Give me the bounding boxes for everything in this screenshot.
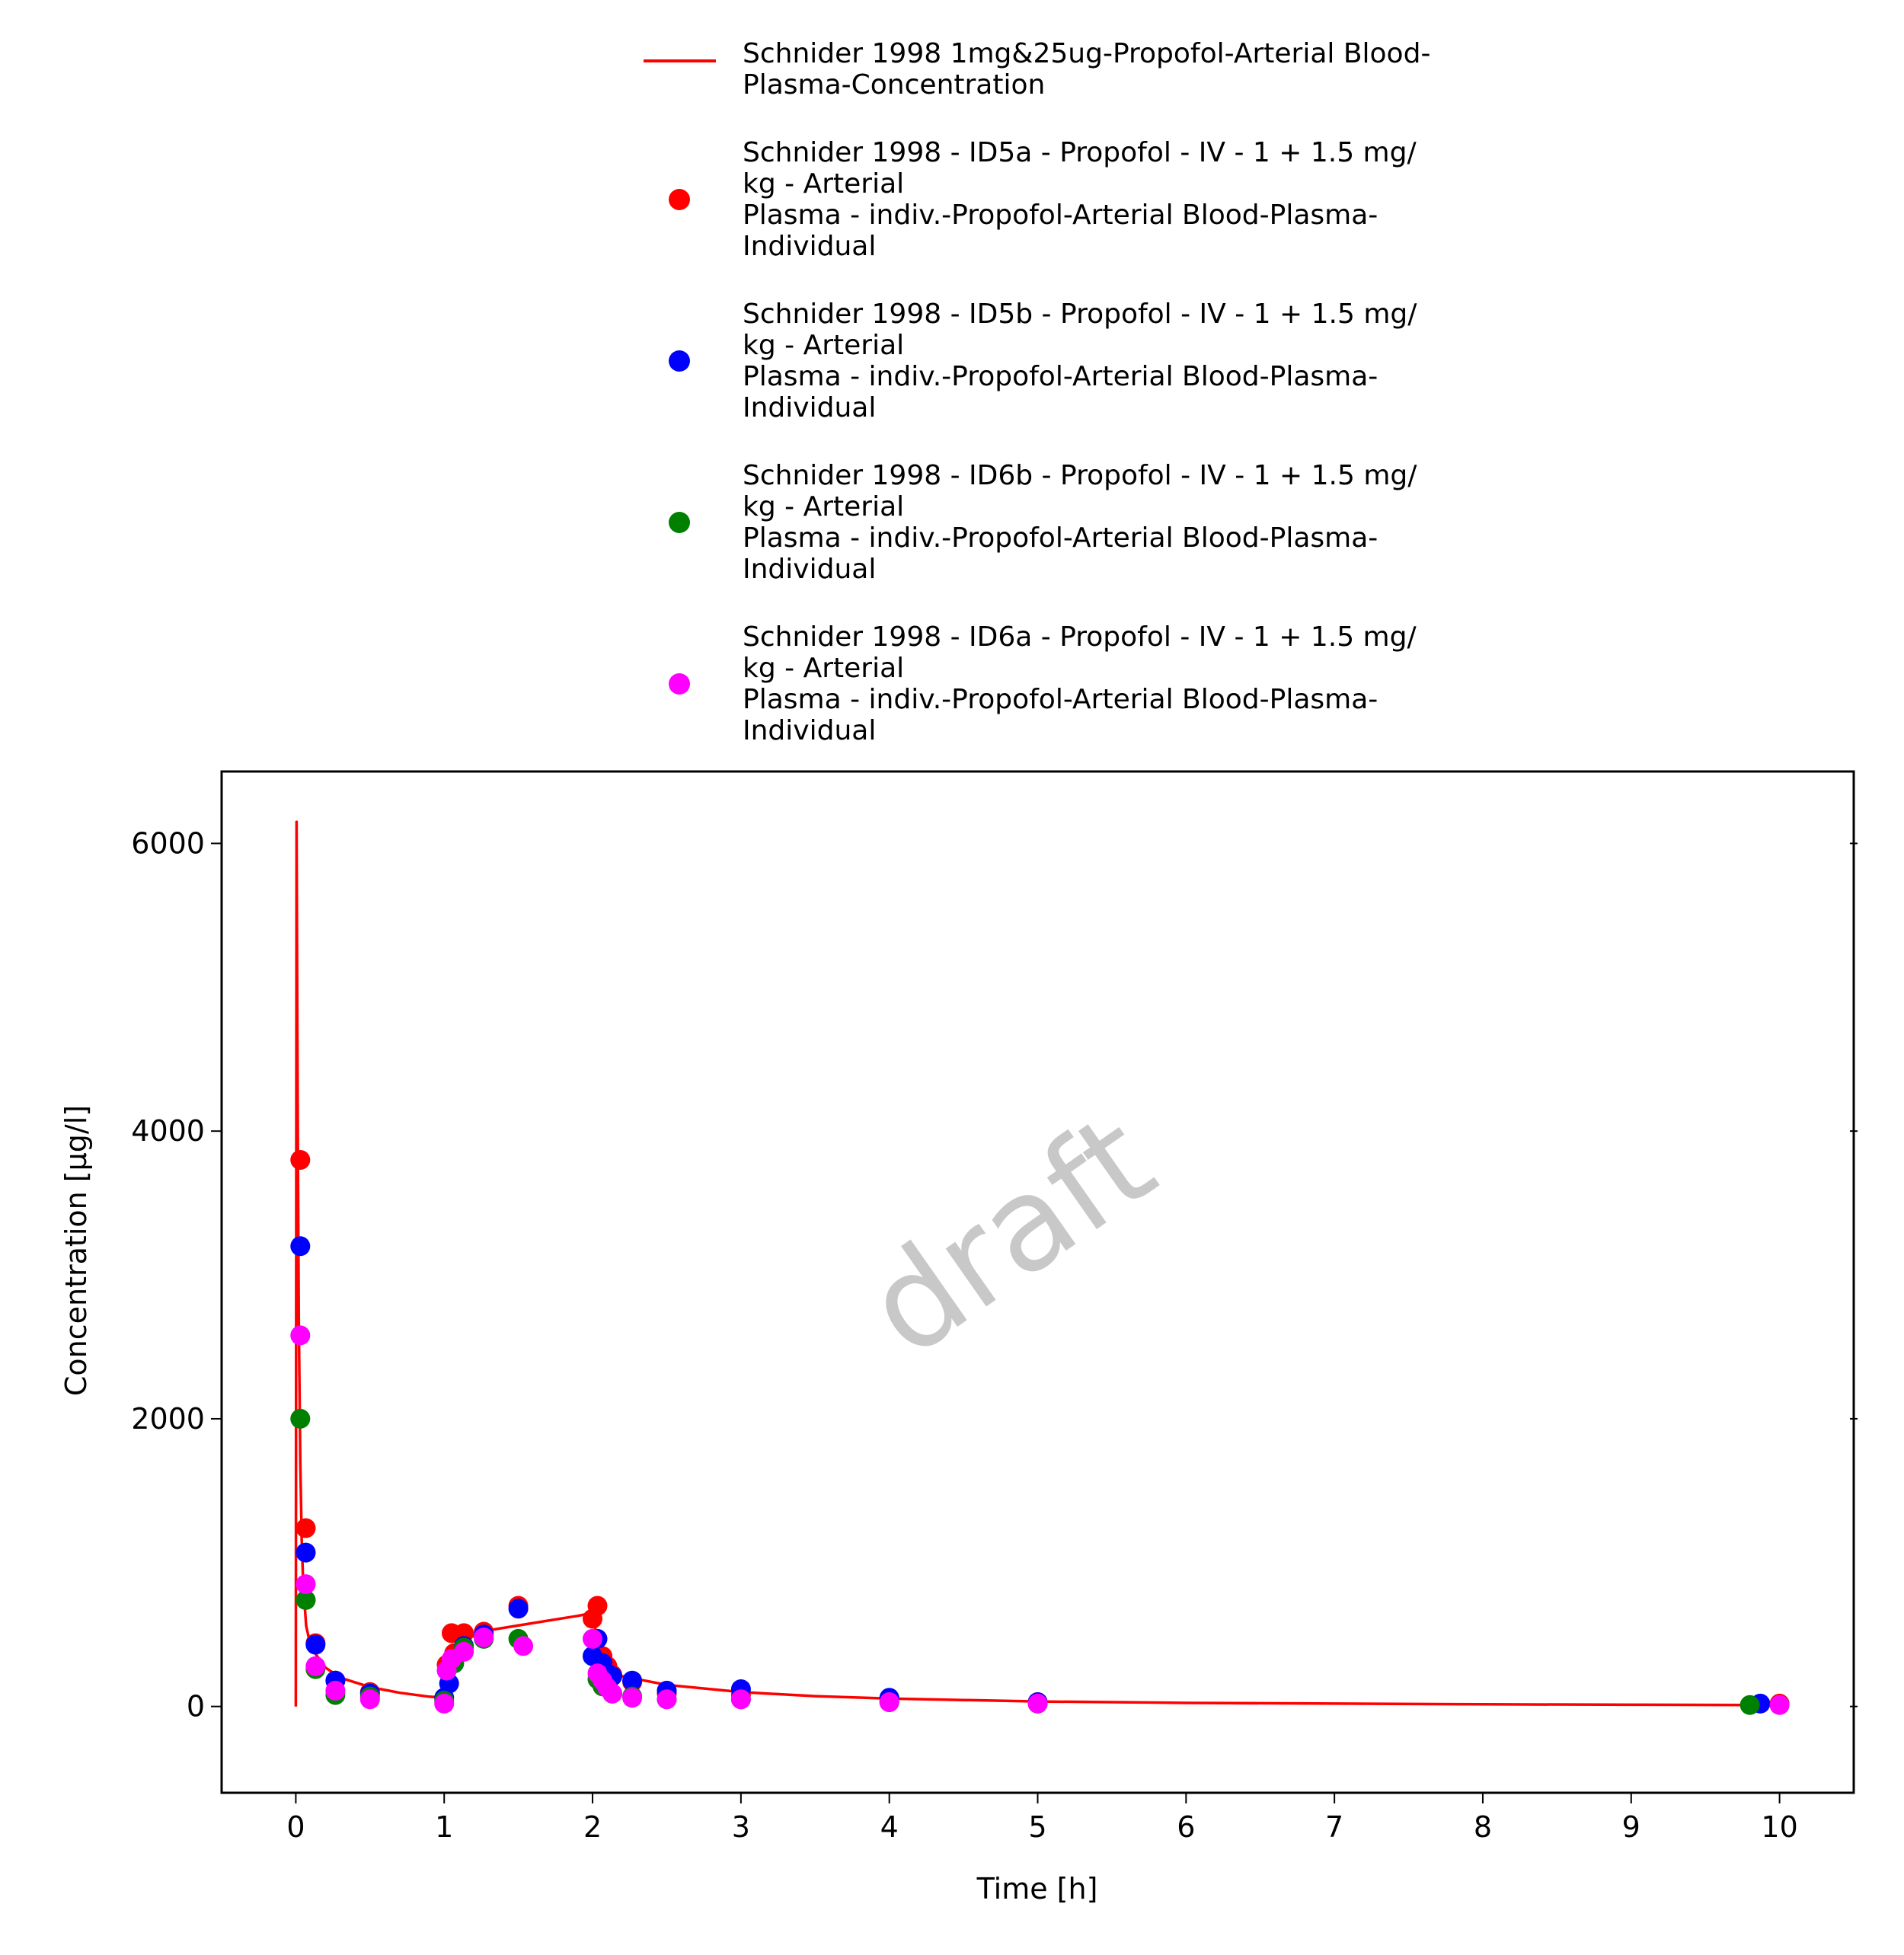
- data-point-series-4: [474, 1628, 494, 1647]
- data-point-series-3: [296, 1589, 316, 1610]
- legend-key: [640, 621, 716, 746]
- plot-frame: [220, 770, 1855, 1794]
- legend-key: [640, 460, 716, 585]
- data-point-series-4: [454, 1641, 474, 1662]
- x-tick-label: 0: [286, 1810, 305, 1844]
- axis-ticks: 0 1 2 3 4 5 6 7 8 9 10 0 2000 4000 6000: [131, 826, 1858, 1844]
- legend-key: [640, 38, 716, 101]
- data-point-series-4: [656, 1689, 677, 1710]
- y-tick-label: 2000: [131, 1402, 205, 1436]
- data-point-series-4: [879, 1692, 899, 1712]
- legend: Schnider 1998 1mg&25ug-Propofol-Arterial…: [640, 38, 1630, 783]
- x-tick-label: 3: [732, 1810, 750, 1844]
- data-point-series-1: [290, 1150, 311, 1170]
- data-point-series-4: [1769, 1695, 1790, 1715]
- data-point-series-1: [587, 1596, 608, 1616]
- watermark-text: draft: [841, 1085, 1180, 1386]
- x-tick-label: 4: [880, 1810, 899, 1844]
- x-tick-label: 8: [1474, 1810, 1492, 1844]
- legend-label: Schnider 1998 - ID6b - Propofol - IV - 1…: [743, 460, 1417, 585]
- legend-label: Schnider 1998 - ID5a - Propofol - IV - 1…: [743, 137, 1417, 262]
- legend-entry-3: Schnider 1998 - ID6b - Propofol - IV - 1…: [640, 460, 1630, 585]
- data-point-series-2: [508, 1599, 529, 1619]
- data-point-series-2: [290, 1236, 311, 1257]
- data-point-series-4: [513, 1636, 534, 1656]
- data-point-series-4: [359, 1689, 380, 1710]
- x-tick-label: 6: [1177, 1810, 1195, 1844]
- legend-dot-swatch: [669, 673, 690, 695]
- y-tick-label: 6000: [131, 826, 205, 860]
- legend-entry-0: Schnider 1998 1mg&25ug-Propofol-Arterial…: [640, 38, 1630, 101]
- data-point-series-4: [296, 1574, 316, 1595]
- y-tick-label: 0: [187, 1690, 205, 1723]
- legend-dot-swatch: [669, 512, 690, 533]
- data-point-series-4: [305, 1656, 326, 1676]
- legend-key: [640, 137, 716, 262]
- legend-entry-2: Schnider 1998 - ID5b - Propofol - IV - 1…: [640, 299, 1630, 423]
- legend-dot-swatch: [669, 350, 690, 372]
- legend-label: Schnider 1998 1mg&25ug-Propofol-Arterial…: [743, 38, 1431, 101]
- legend-label: Schnider 1998 - ID5b - Propofol - IV - 1…: [743, 299, 1417, 423]
- plot-series: [290, 820, 1790, 1715]
- x-tick-label: 1: [435, 1810, 453, 1844]
- data-point-series-4: [434, 1693, 455, 1714]
- legend-entry-4: Schnider 1998 - ID6a - Propofol - IV - 1…: [640, 621, 1630, 746]
- data-point-series-1: [296, 1518, 316, 1538]
- data-point-series-4: [1027, 1693, 1048, 1714]
- data-point-series-4: [583, 1628, 602, 1649]
- data-point-series-4: [730, 1689, 751, 1710]
- data-point-series-4: [325, 1680, 346, 1701]
- legend-dot-swatch: [669, 189, 690, 210]
- data-point-series-2: [296, 1542, 316, 1563]
- y-axis-label: Concentration [µg/l]: [59, 1105, 93, 1396]
- data-point-series-2: [622, 1670, 643, 1691]
- legend-line-swatch: [644, 59, 716, 62]
- x-tick-label: 2: [583, 1810, 602, 1844]
- legend-key: [640, 299, 716, 423]
- legend-entry-1: Schnider 1998 - ID5a - Propofol - IV - 1…: [640, 137, 1630, 262]
- x-axis-label: Time [h]: [976, 1872, 1098, 1905]
- data-point-series-3: [1739, 1695, 1760, 1715]
- data-point-series-2: [305, 1634, 326, 1655]
- x-tick-label: 10: [1761, 1810, 1797, 1844]
- data-point-series-3: [290, 1408, 311, 1429]
- data-point-series-4: [622, 1688, 643, 1708]
- x-tick-label: 7: [1325, 1810, 1343, 1844]
- data-point-series-4: [290, 1325, 311, 1346]
- data-point-series-4: [602, 1683, 622, 1704]
- x-tick-label: 5: [1028, 1810, 1046, 1844]
- x-tick-label: 9: [1622, 1810, 1640, 1844]
- y-tick-label: 4000: [131, 1114, 205, 1148]
- legend-label: Schnider 1998 - ID6a - Propofol - IV - 1…: [743, 621, 1417, 746]
